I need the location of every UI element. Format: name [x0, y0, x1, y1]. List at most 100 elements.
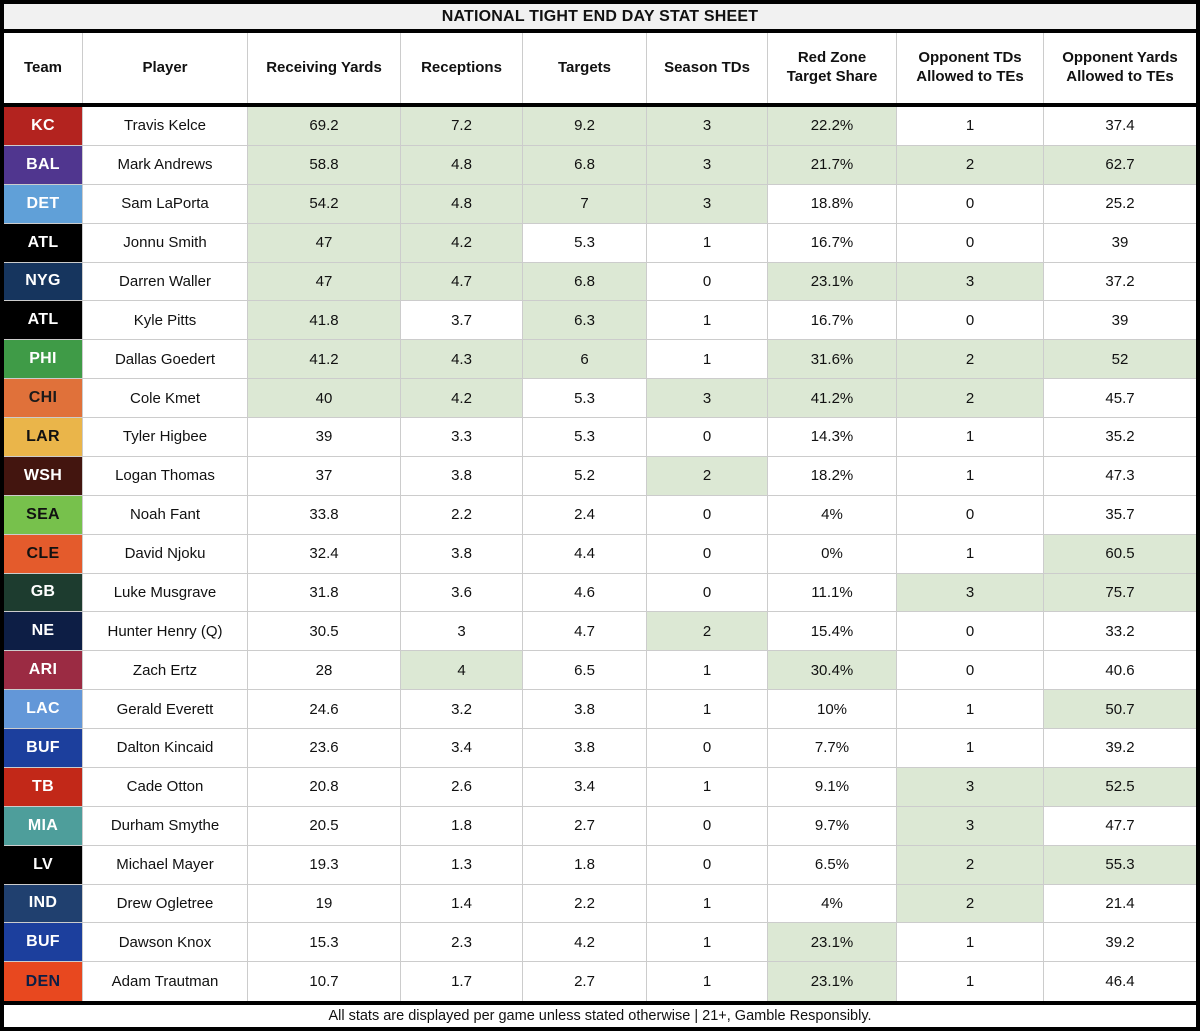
- column-header-season-tds: Season TDs: [647, 33, 768, 103]
- stat-cell-targets: 9.2: [523, 107, 647, 146]
- stat-cell-receiving-yards: 24.6: [248, 690, 401, 729]
- stat-cell-targets: 3.8: [523, 729, 647, 768]
- stat-cell-targets: 7: [523, 184, 647, 224]
- stat-cell-red-zone-target-share: 6.5%: [768, 845, 897, 885]
- stat-cell-red-zone-target-share: 21.7%: [768, 145, 897, 185]
- player-name: David Njoku: [83, 534, 248, 574]
- team-badge: NE: [4, 612, 83, 652]
- team-badge: GB: [4, 573, 83, 613]
- stat-cell-opponent-tds-allowed: 1: [897, 690, 1044, 729]
- stat-cell-opponent-yards-allowed: 75.7: [1044, 573, 1196, 613]
- stat-cell-targets: 5.2: [523, 456, 647, 496]
- table-row: NYG Darren Waller 47 4.7 6.8 0 23.1% 3 37.2: [4, 262, 1196, 302]
- stat-cell-receptions: 1.3: [401, 845, 523, 885]
- stat-cell-season-tds: 1: [647, 340, 768, 380]
- team-badge: LAC: [4, 690, 83, 729]
- team-badge: ATL: [4, 301, 83, 341]
- team-badge: ARI: [4, 651, 83, 691]
- stat-cell-receiving-yards: 32.4: [248, 534, 401, 574]
- stat-cell-opponent-yards-allowed: 50.7: [1044, 690, 1196, 729]
- stat-cell-red-zone-target-share: 15.4%: [768, 612, 897, 652]
- stat-cell-receptions: 4.2: [401, 379, 523, 418]
- stat-cell-receptions: 4.7: [401, 262, 523, 302]
- stat-cell-season-tds: 1: [647, 884, 768, 924]
- table-row: ATL Jonnu Smith 47 4.2 5.3 1 16.7% 0 39: [4, 223, 1196, 263]
- stat-cell-opponent-tds-allowed: 3: [897, 806, 1044, 846]
- team-badge: KC: [4, 107, 83, 146]
- team-badge: CHI: [4, 379, 83, 418]
- player-name: Adam Trautman: [83, 962, 248, 1002]
- stat-cell-opponent-tds-allowed: 3: [897, 573, 1044, 613]
- stat-cell-receiving-yards: 69.2: [248, 107, 401, 146]
- player-name: Luke Musgrave: [83, 573, 248, 613]
- stat-cell-opponent-tds-allowed: 0: [897, 495, 1044, 535]
- stat-cell-receiving-yards: 10.7: [248, 962, 401, 1002]
- stat-cell-season-tds: 1: [647, 301, 768, 341]
- stat-cell-receiving-yards: 19.3: [248, 845, 401, 885]
- table-row: LV Michael Mayer 19.3 1.3 1.8 0 6.5% 2 55.3: [4, 845, 1196, 885]
- player-name: Sam LaPorta: [83, 184, 248, 224]
- stat-cell-season-tds: 1: [647, 767, 768, 807]
- stat-cell-opponent-tds-allowed: 3: [897, 262, 1044, 302]
- stat-cell-opponent-tds-allowed: 1: [897, 729, 1044, 768]
- player-name: Dallas Goedert: [83, 340, 248, 380]
- stat-cell-targets: 4.2: [523, 923, 647, 963]
- team-badge: MIA: [4, 806, 83, 846]
- stat-cell-targets: 3.4: [523, 767, 647, 807]
- column-header-player: Player: [83, 33, 248, 103]
- stat-cell-red-zone-target-share: 4%: [768, 884, 897, 924]
- stat-cell-opponent-yards-allowed: 21.4: [1044, 884, 1196, 924]
- team-badge: DEN: [4, 962, 83, 1002]
- stat-cell-targets: 4.4: [523, 534, 647, 574]
- stat-cell-targets: 4.7: [523, 612, 647, 652]
- stat-cell-receptions: 3.6: [401, 573, 523, 613]
- stat-cell-receptions: 2.2: [401, 495, 523, 535]
- stat-cell-opponent-yards-allowed: 60.5: [1044, 534, 1196, 574]
- player-name: Michael Mayer: [83, 845, 248, 885]
- stat-cell-opponent-yards-allowed: 52.5: [1044, 767, 1196, 807]
- table-row: DET Sam LaPorta 54.2 4.8 7 3 18.8% 0 25.2: [4, 184, 1196, 224]
- stat-cell-receptions: 3.8: [401, 456, 523, 496]
- stat-cell-targets: 5.3: [523, 379, 647, 418]
- stat-cell-receiving-yards: 31.8: [248, 573, 401, 613]
- table-row: BUF Dawson Knox 15.3 2.3 4.2 1 23.1% 1 39.2: [4, 923, 1196, 963]
- stat-cell-opponent-tds-allowed: 0: [897, 223, 1044, 263]
- stat-cell-opponent-yards-allowed: 39.2: [1044, 729, 1196, 768]
- table-row: KC Travis Kelce 69.2 7.2 9.2 3 22.2% 1 37.4: [4, 107, 1196, 146]
- stat-cell-receptions: 4: [401, 651, 523, 691]
- team-badge: TB: [4, 767, 83, 807]
- stat-cell-receptions: 1.8: [401, 806, 523, 846]
- stat-cell-receptions: 3.8: [401, 534, 523, 574]
- stat-cell-red-zone-target-share: 16.7%: [768, 223, 897, 263]
- table-row: TB Cade Otton 20.8 2.6 3.4 1 9.1% 3 52.5: [4, 767, 1196, 807]
- stat-cell-red-zone-target-share: 7.7%: [768, 729, 897, 768]
- table-row: IND Drew Ogletree 19 1.4 2.2 1 4% 2 21.4: [4, 884, 1196, 924]
- team-badge: BUF: [4, 729, 83, 768]
- table-row: ARI Zach Ertz 28 4 6.5 1 30.4% 0 40.6: [4, 651, 1196, 691]
- footer-note: All stats are displayed per game unless …: [4, 1001, 1196, 1027]
- stat-cell-opponent-tds-allowed: 1: [897, 923, 1044, 963]
- stat-cell-targets: 2.7: [523, 962, 647, 1002]
- stat-cell-red-zone-target-share: 14.3%: [768, 418, 897, 457]
- team-badge: SEA: [4, 495, 83, 535]
- stat-cell-receptions: 4.8: [401, 184, 523, 224]
- team-badge: IND: [4, 884, 83, 924]
- stat-cell-season-tds: 3: [647, 107, 768, 146]
- team-badge: ATL: [4, 223, 83, 263]
- stat-cell-targets: 6: [523, 340, 647, 380]
- stat-cell-opponent-yards-allowed: 62.7: [1044, 145, 1196, 185]
- stat-cell-season-tds: 1: [647, 923, 768, 963]
- team-badge: DET: [4, 184, 83, 224]
- player-name: Mark Andrews: [83, 145, 248, 185]
- stat-cell-receptions: 4.2: [401, 223, 523, 263]
- player-name: Zach Ertz: [83, 651, 248, 691]
- stat-cell-opponent-yards-allowed: 39.2: [1044, 923, 1196, 963]
- stat-cell-targets: 5.3: [523, 223, 647, 263]
- stat-cell-receiving-yards: 23.6: [248, 729, 401, 768]
- stat-cell-receiving-yards: 15.3: [248, 923, 401, 963]
- player-name: Cole Kmet: [83, 379, 248, 418]
- stat-cell-red-zone-target-share: 9.1%: [768, 767, 897, 807]
- stat-cell-opponent-yards-allowed: 33.2: [1044, 612, 1196, 652]
- table-row: BAL Mark Andrews 58.8 4.8 6.8 3 21.7% 2 62.7: [4, 145, 1196, 185]
